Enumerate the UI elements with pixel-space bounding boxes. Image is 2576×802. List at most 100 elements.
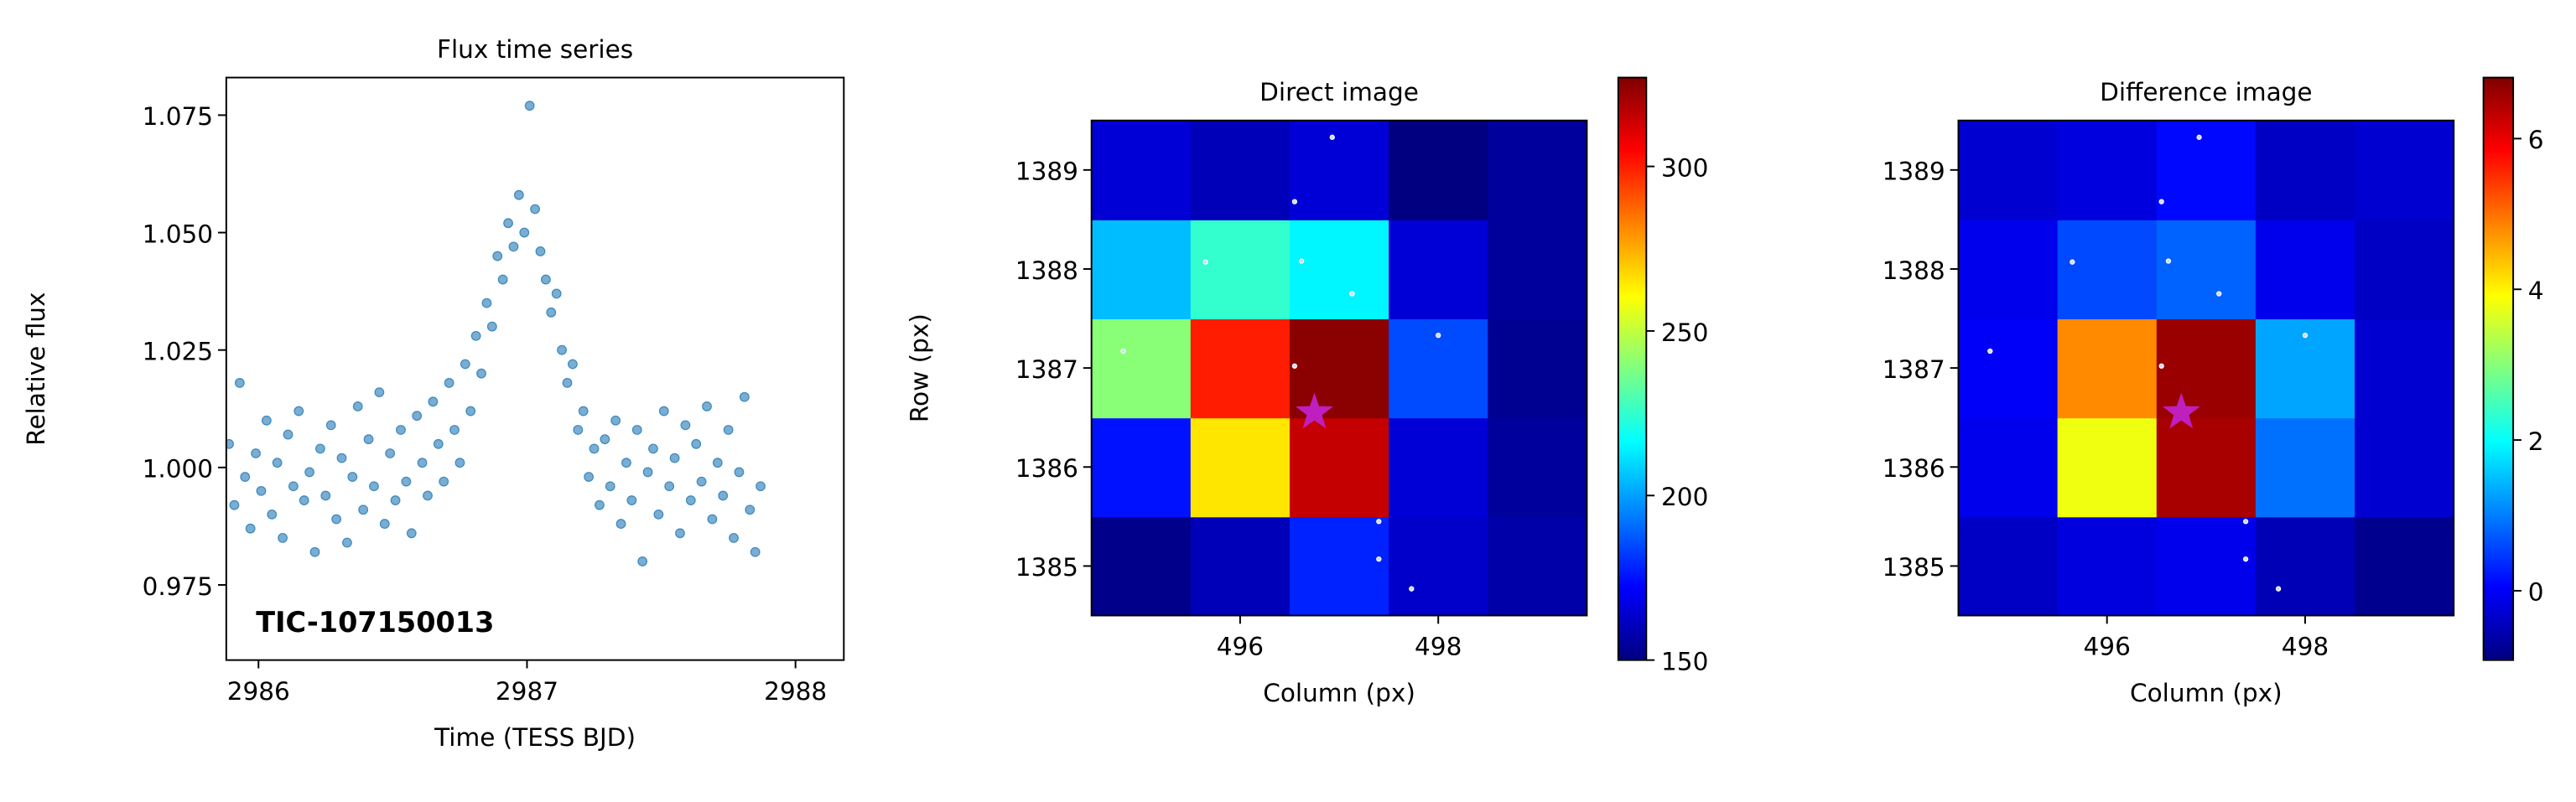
data-point xyxy=(309,546,320,557)
data-point xyxy=(750,546,761,557)
heatmap-cell xyxy=(1190,516,1291,616)
data-point xyxy=(444,378,454,388)
heatmap-cell xyxy=(1289,120,1390,220)
y-tick-label: 1387 xyxy=(1015,355,1078,384)
data-point xyxy=(433,438,444,449)
data-point xyxy=(626,495,637,505)
heatmap-cell xyxy=(1958,120,2059,220)
y-tick-label: 1.075 xyxy=(143,102,214,131)
data-point xyxy=(261,415,272,426)
data-point xyxy=(476,368,486,379)
data-point xyxy=(680,420,691,431)
chart-title: Difference image xyxy=(2100,78,2312,106)
data-point xyxy=(251,448,261,458)
data-point xyxy=(347,472,358,482)
source-dot xyxy=(2165,258,2172,264)
y-tick-label: 1386 xyxy=(1015,454,1078,483)
data-point xyxy=(621,458,631,468)
y-tick-label: 1389 xyxy=(1883,158,1945,186)
data-point xyxy=(595,499,605,510)
data-point xyxy=(669,453,680,463)
source-dot xyxy=(1329,134,1335,140)
heatmap-cell xyxy=(1488,120,1587,220)
source-dot xyxy=(2216,291,2222,297)
source-dot xyxy=(1120,348,1126,354)
x-tick-label: 496 xyxy=(1217,633,1264,661)
data-point xyxy=(465,406,476,417)
y-tick-label: 1388 xyxy=(1883,256,1945,285)
source-dot xyxy=(2242,519,2249,525)
data-point xyxy=(234,378,245,388)
data-point xyxy=(734,467,745,478)
data-point xyxy=(267,509,278,520)
data-point xyxy=(605,481,615,492)
data-point xyxy=(363,434,374,445)
heatmap-cell xyxy=(1958,417,2059,518)
x-axis-label: Column (px) xyxy=(1263,679,1415,707)
source-dot xyxy=(1376,556,1382,562)
target-star xyxy=(2162,392,2200,429)
data-point xyxy=(631,425,642,435)
colorbar xyxy=(2482,76,2515,661)
data-point xyxy=(379,519,390,529)
data-point xyxy=(336,453,347,463)
heatmap-cell xyxy=(1091,516,1192,616)
x-axis-label: Time (TESS BJD) xyxy=(434,723,636,752)
colorbar-tick-label: 0 xyxy=(2528,578,2544,607)
data-point xyxy=(470,330,481,341)
heatmap-cell xyxy=(2156,516,2257,616)
data-point xyxy=(557,344,568,355)
plot-area xyxy=(1091,120,1587,616)
x-tick-label: 498 xyxy=(2282,633,2329,661)
data-point xyxy=(428,396,439,407)
data-point xyxy=(342,537,352,548)
data-point xyxy=(358,504,369,515)
heatmap-cell xyxy=(1091,318,1192,419)
data-point xyxy=(675,528,685,539)
x-tick-label: 496 xyxy=(2084,633,2131,661)
y-axis-label: Relative flux xyxy=(22,292,50,446)
data-point xyxy=(497,274,508,285)
source-dot xyxy=(1349,291,1355,297)
data-point xyxy=(718,490,729,501)
data-point xyxy=(492,251,503,261)
source-dot xyxy=(1202,259,1208,265)
panel: 2986 2987 2988 0.975 1.000 1.025 1.050 1.075 Flu… xyxy=(22,35,845,752)
source-dot xyxy=(1376,519,1382,525)
panel: 0 2 4 6 496 498 1385 1386 1387 1388 1389 Difference… xyxy=(1883,76,2544,707)
data-point xyxy=(288,481,299,492)
data-point xyxy=(320,490,331,501)
heatmap-cell xyxy=(1190,219,1291,320)
data-point xyxy=(406,528,417,539)
data-point xyxy=(513,189,524,200)
y-tick-label: 1388 xyxy=(1015,256,1078,285)
colorbar-tick-label: 250 xyxy=(1661,318,1708,347)
data-point xyxy=(503,218,513,229)
data-point xyxy=(396,425,406,435)
panel: 150 200 250 300 496 498 1385 1386 1387 1388 1389 Di… xyxy=(906,76,1708,707)
heatmap-cell xyxy=(1289,417,1390,518)
data-point xyxy=(508,241,519,252)
source-dot xyxy=(2196,134,2202,140)
x-axis-label: Column (px) xyxy=(2130,679,2283,707)
heatmap-cell xyxy=(1488,516,1587,616)
x-tick-label: 2987 xyxy=(496,677,558,706)
data-point xyxy=(637,556,648,567)
data-point xyxy=(486,321,497,332)
data-point xyxy=(369,481,379,492)
heatmap-cell xyxy=(2255,516,2356,616)
source-dot xyxy=(2275,586,2282,592)
heatmap-cell xyxy=(1958,318,2059,419)
data-point xyxy=(615,519,626,529)
data-point xyxy=(293,406,304,417)
heatmap-cell xyxy=(2255,120,2356,220)
heatmap-cell xyxy=(2057,516,2158,616)
heatmap-cell xyxy=(2355,516,2454,616)
source-dot xyxy=(2302,332,2309,339)
axes-frame xyxy=(225,76,845,661)
data-point xyxy=(530,204,540,215)
source-dot xyxy=(2158,199,2164,204)
data-point xyxy=(374,387,385,398)
source-dot xyxy=(2158,363,2164,369)
colorbar-tick-label: 300 xyxy=(1661,153,1708,182)
